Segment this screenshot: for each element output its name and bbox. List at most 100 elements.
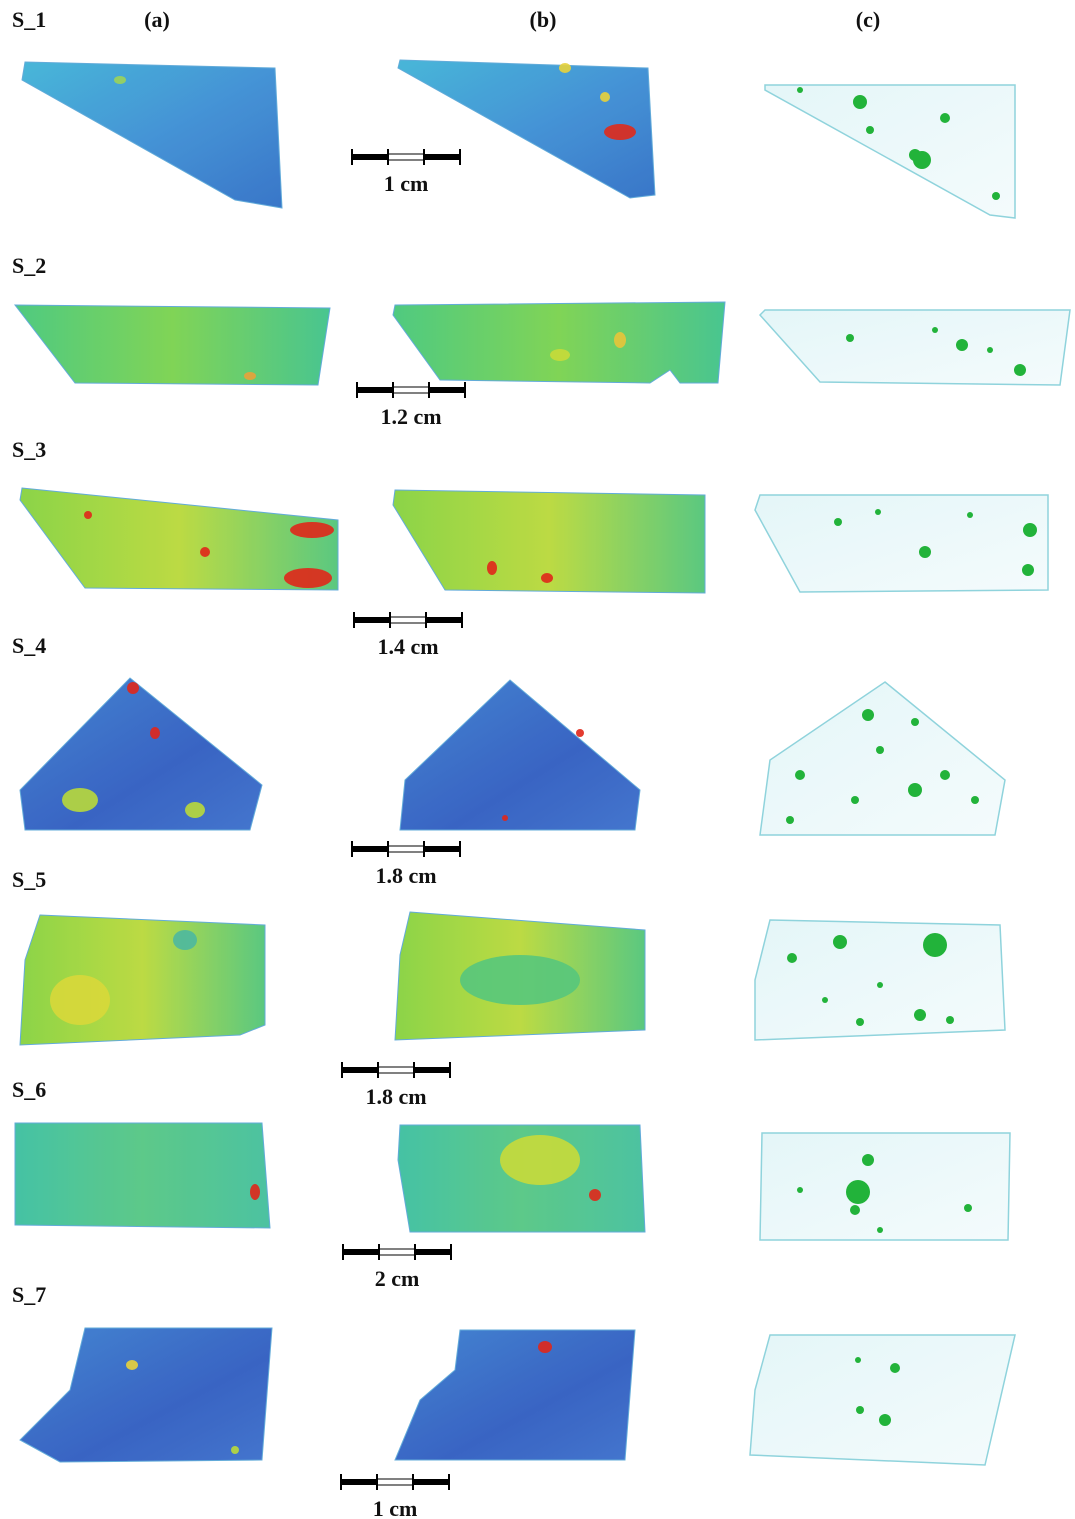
pore [846,1180,870,1204]
sample-image-b [400,680,640,830]
pore [856,1406,864,1414]
scale-bar-white [378,1067,414,1073]
column-label: (b) [530,7,557,32]
scale-bar-black [424,846,460,852]
pore [822,997,828,1003]
scale-bar-black [414,1067,450,1073]
pore [877,1227,883,1233]
scale-bar-black [415,1249,451,1255]
scale-bar-black [343,1249,379,1255]
pore [862,1154,874,1166]
pore [987,347,993,353]
hotspot [502,815,508,821]
sample-label: S_5 [12,867,46,892]
hotspot [114,76,126,84]
scale-bar-black [357,387,393,393]
pore [940,770,950,780]
sample-image-a [20,678,262,830]
pore [911,718,919,726]
sample-image-a [20,915,265,1045]
hotspot [559,63,571,73]
pore [879,1414,891,1426]
hotspot [500,1135,580,1185]
scale-label: 2 cm [375,1266,420,1291]
pore [834,518,842,526]
pore [846,334,854,342]
hotspot [284,568,332,588]
hotspot [290,522,334,538]
pore [851,796,859,804]
pore [971,796,979,804]
pore [866,126,874,134]
scale-label: 1 cm [384,171,429,196]
scale-bar-black [352,154,388,160]
scale-bar-white [388,154,424,160]
hotspot [185,802,205,818]
pore [1023,523,1037,537]
sample-image-c [760,1133,1010,1240]
sample-image-c [760,682,1005,835]
pore [1014,364,1026,376]
scale-bar-black [413,1479,449,1485]
page: (a)(b)(c)S_11 cmS_21.2 cmS_31.4 cmS_41.8… [0,0,1075,1519]
sample-image-a [22,62,282,208]
scale-bar-black [429,387,465,393]
pore [964,1204,972,1212]
sample-image-a [15,1123,270,1228]
pore [833,935,847,949]
column-label: (c) [856,7,880,32]
scale-bar-white [390,617,426,623]
pore [908,783,922,797]
sample-image-b [393,302,725,383]
sample-image-a [15,305,330,385]
pore [919,546,931,558]
scale-bar-white [377,1479,413,1485]
sample-label: S_6 [12,1077,46,1102]
pore [875,509,881,515]
hotspot [250,1184,260,1200]
hotspot [62,788,98,812]
sample-label: S_2 [12,253,46,278]
scale-bar-black [426,617,462,623]
hotspot [126,1360,138,1370]
figure: (a)(b)(c)S_11 cmS_21.2 cmS_31.4 cmS_41.8… [0,0,1075,1519]
hotspot [487,561,497,575]
pore [862,709,874,721]
sample-image-c [755,495,1048,592]
pore [797,87,803,93]
pore [786,816,794,824]
sample-label: S_7 [12,1282,46,1307]
scale-bar-black [424,154,460,160]
scale-label: 1.2 cm [380,404,441,429]
pore [946,1016,954,1024]
scale-label: 1 cm [373,1496,418,1519]
sample-label: S_3 [12,437,46,462]
sample-image-c [765,85,1015,218]
pore [856,1018,864,1026]
pore [909,149,921,161]
hotspot [614,332,626,348]
hotspot [244,372,256,380]
hotspot [460,955,580,1005]
hotspot [84,511,92,519]
scale-label: 1.8 cm [375,863,436,888]
scale-label: 1.4 cm [377,634,438,659]
sample-image-a [20,1328,272,1462]
hotspot [604,124,636,140]
pore [877,982,883,988]
pore [932,327,938,333]
hotspot [541,573,553,583]
scale-bar-black [352,846,388,852]
pore [853,95,867,109]
hotspot [173,930,197,950]
pore [956,339,968,351]
pore [787,953,797,963]
pore [992,192,1000,200]
sample-image-c [755,920,1005,1040]
scale-bar-black [341,1479,377,1485]
pore [923,933,947,957]
sample-image-c [750,1335,1015,1465]
hotspot [589,1189,601,1201]
scale-bar-white [393,387,429,393]
hotspot [200,547,210,557]
